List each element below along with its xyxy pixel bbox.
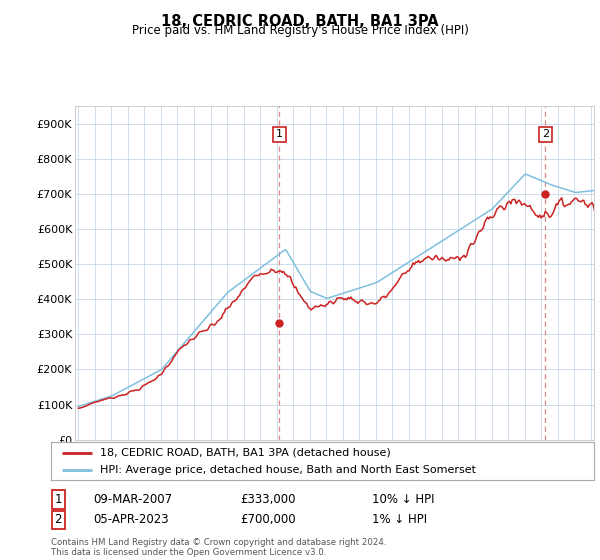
- Text: 2: 2: [55, 513, 62, 526]
- Text: 1% ↓ HPI: 1% ↓ HPI: [372, 513, 427, 526]
- Text: HPI: Average price, detached house, Bath and North East Somerset: HPI: Average price, detached house, Bath…: [100, 465, 476, 475]
- Text: £333,000: £333,000: [240, 493, 296, 506]
- Text: 1: 1: [276, 129, 283, 139]
- Text: 10% ↓ HPI: 10% ↓ HPI: [372, 493, 434, 506]
- Text: Price paid vs. HM Land Registry's House Price Index (HPI): Price paid vs. HM Land Registry's House …: [131, 24, 469, 37]
- Text: Contains HM Land Registry data © Crown copyright and database right 2024.
This d: Contains HM Land Registry data © Crown c…: [51, 538, 386, 557]
- Text: 05-APR-2023: 05-APR-2023: [93, 513, 169, 526]
- Text: 18, CEDRIC ROAD, BATH, BA1 3PA (detached house): 18, CEDRIC ROAD, BATH, BA1 3PA (detached…: [100, 447, 391, 458]
- Text: 2: 2: [542, 129, 549, 139]
- Text: £700,000: £700,000: [240, 513, 296, 526]
- Text: 1: 1: [55, 493, 62, 506]
- Text: 18, CEDRIC ROAD, BATH, BA1 3PA: 18, CEDRIC ROAD, BATH, BA1 3PA: [161, 14, 439, 29]
- Text: 09-MAR-2007: 09-MAR-2007: [93, 493, 172, 506]
